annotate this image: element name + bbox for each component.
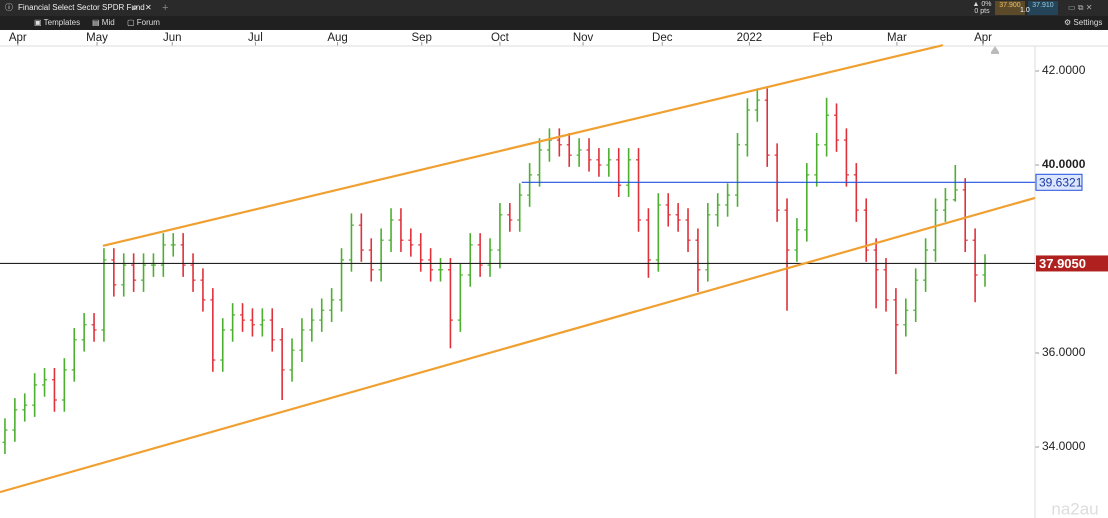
points: 0 pts [974,8,990,15]
x-tick-label: Sep [411,32,431,44]
x-tick-label: Apr [9,32,27,44]
tab-icon: ⓘ [5,3,13,12]
chart: na2au Apr May Jun Jul Aug Sep Oct Nov Dec 2022 Feb… [0,30,1108,518]
close-tab[interactable]: ✕ [145,3,152,12]
ask-box[interactable]: 37.910 [1028,1,1058,15]
x-tick-label: Aug [327,32,347,44]
settings-label: Settings [1073,18,1103,27]
trend-line [102,44,944,247]
change-box: ▲ 0% 0 pts [970,1,994,15]
price-tag-label: 39.6321 [1039,175,1083,189]
x-tick-label: 2022 [737,32,763,44]
tab-title[interactable]: Financial Select Sector SPDR Fund [18,3,145,12]
y-tick-label: 36.0000 [1042,345,1086,359]
y-tick-label: 34.0000 [1042,439,1086,453]
trend-line [0,196,1036,494]
x-tick-label: Jun [163,32,182,44]
bid-box[interactable]: 37.900 [995,1,1025,15]
x-tick-label: May [86,32,108,44]
x-tick-label: Mar [887,32,907,44]
bid: 37.900 [999,2,1021,9]
title-bar: ⓘ Financial Select Sector SPDR Fund ⌕ ✕ … [0,0,1108,16]
search-icon[interactable]: ⌕ [132,2,138,13]
watermark: na2au [1051,499,1098,518]
toolbar: ▣ Templates ▤ Mid ▢ Forum ⚙ Settings [0,16,1108,30]
x-tick-label: Jul [248,32,263,44]
price-bars [2,88,988,455]
trade-size[interactable]: 1.0 [1020,7,1030,14]
ask: 37.910 [1032,2,1054,9]
x-tick-label: Feb [813,32,833,44]
forum-label: Forum [136,18,160,27]
window-controls[interactable]: ▭ ⧉ ✕ [1068,3,1093,12]
x-tick-label: Dec [652,32,673,44]
mid-label: Mid [101,18,115,27]
price-tag [1036,255,1108,272]
x-tick-label: Apr [974,32,992,44]
settings-button[interactable]: ⚙ Settings [1064,18,1103,27]
change: ▲ 0% [972,1,992,8]
price-axis-bg [1035,30,1108,518]
x-tick-label: Nov [573,32,594,44]
new-tab[interactable]: + [162,2,169,14]
marker-icon [991,46,999,54]
price-tag [1035,173,1083,191]
y-tick-label: 42.0000 [1042,63,1086,77]
x-tick-label: Oct [491,32,510,44]
mid-button[interactable]: ▤ Mid [92,18,115,27]
y-tick-label: 40.0000 [1042,157,1086,171]
price-tag-label: 37.9050 [1039,256,1086,271]
forum-button[interactable]: ▢ Forum [127,18,160,27]
templates-button[interactable]: ▣ Templates [34,18,81,27]
templates-label: Templates [43,18,81,27]
